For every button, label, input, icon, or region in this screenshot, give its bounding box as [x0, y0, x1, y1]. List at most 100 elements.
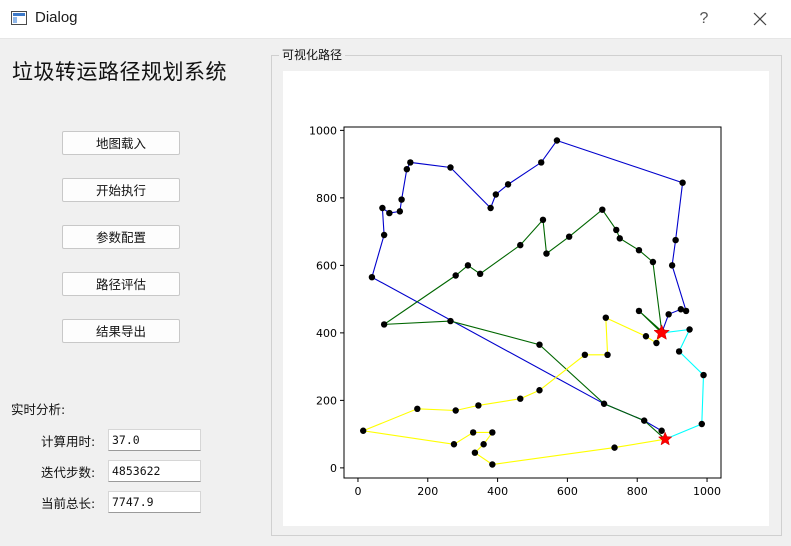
- stop-point-0-3: [682, 307, 690, 315]
- stop-point-0-10: [492, 191, 500, 198]
- stop-point-1-14: [452, 272, 459, 279]
- stop-point-1-7: [599, 206, 606, 213]
- depot-star-marker: [653, 324, 670, 340]
- stop-point-1-13: [464, 262, 472, 269]
- stop-point-0-18: [379, 204, 386, 212]
- stop-point-2-5: [489, 429, 496, 436]
- stop-point-0-11: [487, 204, 494, 212]
- x-tick-label-5: 1000: [693, 485, 721, 498]
- stop-point-2-6: [469, 429, 477, 436]
- stop-point-0-4: [668, 262, 676, 269]
- stop-point-0-17: [386, 209, 393, 217]
- y-tick-label-3: 600: [316, 259, 337, 272]
- stop-point-2-4: [480, 441, 487, 448]
- y-tick-label-2: 400: [316, 327, 337, 340]
- app-heading: 垃圾转运路径规划系统: [12, 60, 227, 84]
- stop-point-0-9: [504, 181, 512, 188]
- stop-point-0-13: [407, 159, 414, 166]
- total-length-field[interactable]: 7747.9: [108, 491, 201, 513]
- stop-point-0-20: [368, 273, 376, 281]
- stop-point-1-17: [536, 341, 543, 348]
- stop-point-2-8: [359, 427, 367, 434]
- stop-point-0-2: [677, 306, 685, 313]
- stop-point-1-9: [543, 250, 550, 257]
- axes-frame: [343, 126, 722, 479]
- stop-point-3-3: [675, 348, 683, 355]
- y-tick-label-0: 0: [330, 462, 337, 475]
- stop-point-0-15: [398, 196, 405, 203]
- stop-point-2-7: [450, 441, 458, 448]
- stop-point-1-8: [565, 233, 573, 240]
- stop-point-0-16: [396, 208, 404, 215]
- close-button[interactable]: [740, 6, 780, 32]
- stop-point-1-16: [447, 317, 454, 325]
- x-tick-label-0: 0: [354, 485, 361, 498]
- load-map-button[interactable]: 地图载入: [62, 131, 180, 155]
- y-tick-label-4: 800: [316, 192, 337, 205]
- parameter-config-button[interactable]: 参数配置: [62, 225, 180, 249]
- stop-point-3-1: [698, 420, 706, 428]
- stop-point-1-10: [539, 216, 547, 224]
- compute-time-label: 计算用时:: [41, 434, 96, 449]
- stop-point-0-1: [665, 311, 672, 318]
- stop-point-2-18: [653, 339, 660, 347]
- stop-point-0-12: [447, 164, 454, 171]
- iteration-steps-field[interactable]: 4853622: [108, 460, 201, 482]
- stop-point-2-16: [602, 314, 610, 321]
- route-line-0: [371, 139, 687, 432]
- window-app-icon: [11, 11, 27, 25]
- stop-point-3-2: [700, 371, 707, 379]
- total-length-label: 当前总长:: [41, 496, 96, 511]
- stop-point-2-14: [581, 351, 589, 359]
- visualization-groupbox: [271, 55, 782, 536]
- x-tick-label-1: 200: [417, 485, 438, 498]
- stop-point-2-15: [604, 351, 611, 359]
- route-chart: 0 200 400 600 800 1000 0 200 400 600 800 1000: [309, 124, 722, 498]
- stop-point-3-4: [686, 326, 693, 333]
- iteration-steps-label: 迭代步数:: [41, 465, 96, 480]
- help-button[interactable]: ?: [699, 10, 709, 27]
- y-tick-label-1: 200: [316, 394, 337, 407]
- stop-point-1-6: [613, 226, 620, 234]
- stop-point-2-13: [536, 387, 543, 394]
- stop-point-0-7: [553, 137, 561, 144]
- stop-point-1-3: [649, 258, 657, 266]
- start-execution-button[interactable]: 开始执行: [62, 178, 180, 202]
- stop-point-0-22: [641, 417, 648, 424]
- stop-point-2-1: [611, 444, 618, 451]
- stop-point-0-5: [672, 236, 679, 244]
- stop-point-0-23: [658, 427, 665, 434]
- x-tick-label-2: 400: [487, 485, 508, 498]
- transfer-star-marker: [657, 431, 673, 446]
- stop-point-1-4: [635, 246, 643, 254]
- route-line-3: [661, 328, 705, 440]
- stop-point-2-12: [517, 395, 524, 402]
- y-tick-label-5: 1000: [309, 124, 337, 137]
- title-bar: Dialog ?: [0, 0, 791, 39]
- stop-point-2-2: [489, 461, 496, 468]
- close-icon: [753, 12, 767, 26]
- compute-time-field[interactable]: 37.0: [108, 429, 201, 451]
- stop-point-2-3: [471, 449, 479, 456]
- stop-point-1-11: [517, 241, 524, 249]
- x-tick-label-3: 600: [557, 485, 578, 498]
- stop-point-0-21: [600, 400, 608, 407]
- stop-point-1-1: [635, 307, 643, 315]
- route-line-1: [382, 208, 666, 440]
- stop-point-1-5: [616, 235, 623, 242]
- stop-point-1-15: [380, 321, 388, 328]
- stop-point-0-8: [538, 159, 545, 166]
- stop-point-0-6: [679, 179, 686, 186]
- stop-point-1-12: [476, 270, 484, 278]
- route-line-2: [361, 316, 666, 466]
- visualization-title: 可视化路径: [279, 46, 346, 63]
- x-tick-label-4: 800: [627, 485, 648, 498]
- plot-area: 0 200 400 600 800 1000 0 200 400 600 800 1000: [283, 71, 769, 526]
- stop-point-2-9: [414, 405, 421, 413]
- export-results-button[interactable]: 结果导出: [62, 319, 180, 343]
- stop-point-2-11: [475, 402, 482, 409]
- stop-point-0-14: [403, 165, 411, 173]
- stop-point-2-10: [452, 407, 459, 414]
- realtime-analysis-label: 实时分析:: [11, 402, 66, 417]
- route-evaluation-button[interactable]: 路径评估: [62, 272, 180, 296]
